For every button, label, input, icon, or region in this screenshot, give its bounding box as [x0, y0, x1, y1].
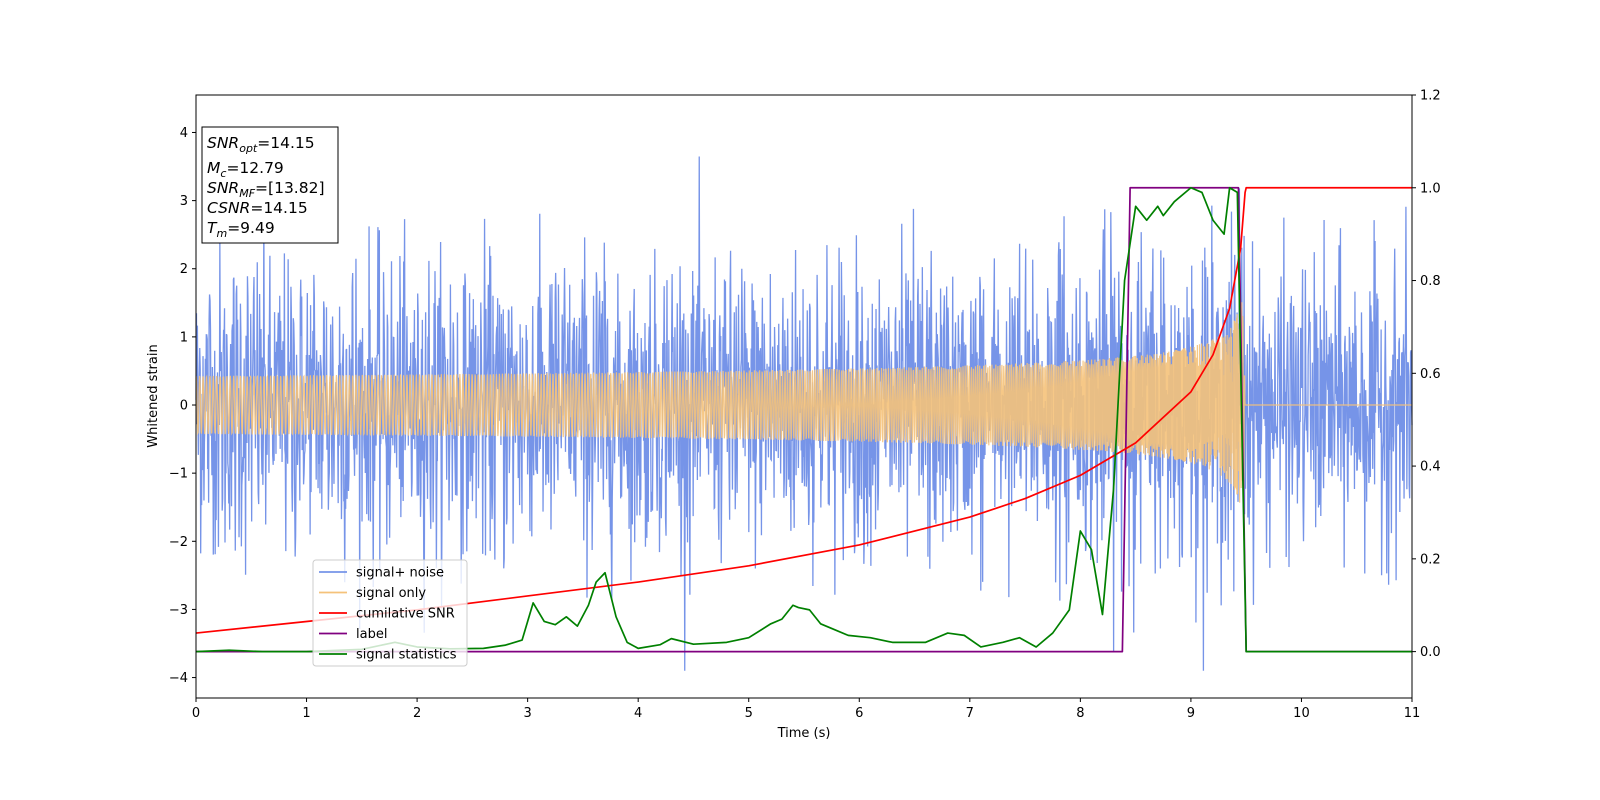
- y-left-tick-label: −4: [169, 671, 188, 686]
- stats-annotation: SNRopt=14.15 Mc=12.79 SNRMF=[13.82] CSNR…: [201, 126, 339, 244]
- y-left-tick-label: 3: [180, 194, 188, 209]
- legend-label: signal statistics: [356, 648, 457, 663]
- x-tick-label: 4: [634, 706, 642, 721]
- y-right-tick-label: 1.0: [1420, 181, 1441, 196]
- x-tick-label: 7: [966, 706, 974, 721]
- plot-frame: [195, 94, 1413, 699]
- y-left-tick-label: −3: [169, 603, 188, 618]
- y-axis-label: Whitened strain: [146, 344, 161, 447]
- x-tick-label: 1: [302, 706, 310, 721]
- y-right-tick-label: 0.8: [1420, 274, 1441, 289]
- snr-opt-text: SNRopt=14.15: [207, 134, 315, 155]
- x-tick-label: 6: [855, 706, 863, 721]
- x-axis: 0 1 2 3 4 5 6 7 8 9 10 11: [192, 698, 1420, 721]
- right-axis-series: [195, 186, 1412, 653]
- x-tick-label: 9: [1187, 706, 1195, 721]
- legend: signal+ noise signal only cumilative SNR la…: [312, 559, 468, 667]
- y-right-tick-label: 0.2: [1420, 552, 1441, 567]
- x-tick-label: 3: [523, 706, 531, 721]
- y-axis-left: −4 −3 −2 −1 0 1 2 3 4: [169, 126, 196, 686]
- y-left-tick-label: 0: [180, 399, 188, 414]
- y-axis-right: 0.0 0.2 0.4 0.6 0.8 1.0 1.2: [1412, 89, 1441, 660]
- signal-only-series: [195, 302, 1412, 528]
- tm-text: Tm=9.49: [207, 219, 275, 240]
- y-right-tick-label: 0.0: [1420, 645, 1441, 660]
- x-tick-label: 2: [413, 706, 421, 721]
- y-right-tick-label: 0.4: [1420, 460, 1441, 475]
- x-tick-label: 8: [1076, 706, 1084, 721]
- csnr-text: CSNR=14.15: [207, 199, 308, 217]
- legend-label: label: [356, 627, 387, 642]
- legend-label: signal+ noise: [356, 566, 444, 581]
- x-tick-label: 5: [745, 706, 753, 721]
- signal-statistics-line: [195, 186, 1412, 653]
- signal-only-line: [195, 302, 1412, 528]
- legend-label: signal only: [356, 586, 426, 601]
- legend-label: cumilative SNR: [356, 607, 455, 622]
- cumilative-snr-line: [195, 186, 1412, 634]
- x-tick-label: 0: [192, 706, 200, 721]
- y-right-tick-label: 1.2: [1420, 89, 1441, 104]
- y-left-tick-label: −1: [169, 467, 188, 482]
- x-tick-label: 10: [1293, 706, 1310, 721]
- y-left-tick-label: −2: [169, 535, 188, 550]
- x-axis-label: Time (s): [777, 726, 831, 741]
- y-right-tick-label: 0.6: [1420, 367, 1441, 382]
- y-left-tick-label: 2: [180, 262, 188, 277]
- snr-mf-text: SNRMF=[13.82]: [207, 179, 325, 200]
- x-tick-label: 11: [1404, 706, 1421, 721]
- mc-text: Mc=12.79: [207, 159, 284, 180]
- y-left-tick-label: 4: [180, 126, 188, 141]
- y-left-tick-label: 1: [180, 330, 188, 345]
